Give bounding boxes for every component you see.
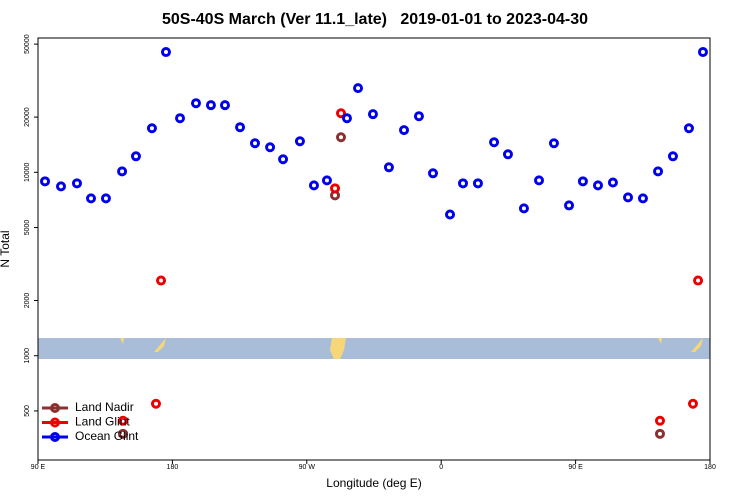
point xyxy=(654,415,665,426)
legend-label: Land Glint xyxy=(75,415,130,429)
x-tick-label: 180 xyxy=(704,464,716,471)
point xyxy=(623,192,634,203)
y-tick-label: 500 xyxy=(24,405,31,417)
point xyxy=(683,123,694,134)
point xyxy=(341,113,352,124)
point xyxy=(697,47,708,58)
x-tick-label: 0 xyxy=(439,464,443,471)
point xyxy=(534,175,545,186)
x-tick-label: 90 W xyxy=(299,464,316,471)
point xyxy=(653,166,664,177)
x-axis-label: Longitude (deg E) xyxy=(326,476,421,490)
point xyxy=(472,178,483,189)
y-axis-label: N Total xyxy=(0,230,12,267)
legend-marker xyxy=(50,403,60,413)
y-tick-label: 1000 xyxy=(24,348,31,364)
point xyxy=(445,209,456,220)
point xyxy=(693,275,704,286)
legend-marker xyxy=(50,417,60,428)
point xyxy=(367,109,378,120)
legend-label: Ocean Glint xyxy=(75,429,139,443)
plot-frame xyxy=(37,37,711,461)
point xyxy=(100,193,111,204)
point xyxy=(548,138,559,149)
land xyxy=(330,338,346,359)
point xyxy=(654,428,665,439)
point xyxy=(294,136,305,147)
point xyxy=(117,166,128,177)
legend-label: Land Nadir xyxy=(75,400,134,414)
point xyxy=(160,47,171,58)
chart-title: 50S-40S March (Ver 11.1_late) 2019-01-01… xyxy=(162,11,588,28)
point xyxy=(117,415,128,426)
point xyxy=(383,162,394,173)
point xyxy=(502,149,513,160)
point xyxy=(55,181,66,192)
y-tick-label: 20000 xyxy=(24,107,31,127)
point xyxy=(71,178,82,189)
y-tick-label: 10000 xyxy=(24,162,31,182)
point xyxy=(330,183,341,194)
point xyxy=(130,151,141,162)
point xyxy=(489,137,500,148)
legend-marker xyxy=(50,432,60,442)
point xyxy=(175,113,186,124)
point xyxy=(150,398,161,409)
point xyxy=(156,275,167,286)
point xyxy=(117,428,128,439)
point xyxy=(86,193,97,204)
point xyxy=(458,178,469,189)
point xyxy=(265,142,276,153)
point xyxy=(335,132,346,143)
point xyxy=(219,100,230,111)
point xyxy=(335,108,346,119)
point xyxy=(205,100,216,111)
point xyxy=(321,175,332,186)
point xyxy=(40,176,51,187)
point xyxy=(564,200,575,211)
x-tick-label: 180 xyxy=(167,464,179,471)
y-tick-label: 50000 xyxy=(24,34,31,54)
point xyxy=(427,168,438,179)
point xyxy=(687,398,698,409)
y-tick-label: 2000 xyxy=(24,293,31,309)
land xyxy=(154,338,166,352)
point xyxy=(399,125,410,136)
point xyxy=(607,177,618,188)
point xyxy=(146,123,157,134)
land xyxy=(120,338,124,344)
ocean-strip xyxy=(38,338,710,359)
point xyxy=(278,154,289,165)
point xyxy=(637,193,648,204)
point xyxy=(249,138,260,149)
y-tick-label: 5000 xyxy=(24,220,31,236)
point xyxy=(308,180,319,191)
x-tick-label: 90 E xyxy=(31,464,46,471)
point xyxy=(353,83,364,94)
point xyxy=(518,203,529,214)
point xyxy=(667,151,678,162)
map-strip xyxy=(38,338,710,359)
land xyxy=(691,338,703,352)
point xyxy=(577,176,588,187)
point xyxy=(190,98,201,109)
land xyxy=(658,338,662,344)
point xyxy=(413,111,424,122)
point xyxy=(593,180,603,191)
point xyxy=(235,122,246,133)
x-tick-label: 90 E xyxy=(568,464,583,471)
